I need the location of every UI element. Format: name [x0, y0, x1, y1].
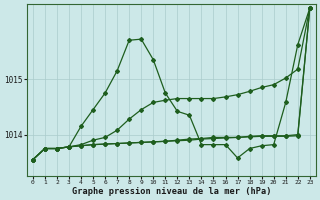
X-axis label: Graphe pression niveau de la mer (hPa): Graphe pression niveau de la mer (hPa)	[72, 187, 271, 196]
